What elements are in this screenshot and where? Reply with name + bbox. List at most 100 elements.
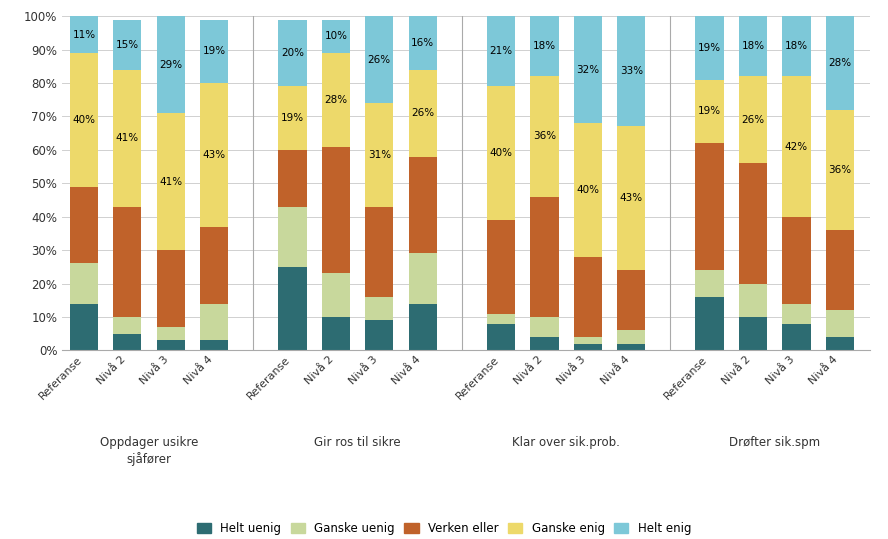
Bar xyxy=(156,340,185,350)
Text: 33%: 33% xyxy=(620,66,643,77)
Bar xyxy=(321,317,350,350)
Bar xyxy=(530,197,559,317)
Legend: Helt uenig, Ganske uenig, Verken eller, Ganske enig, Helt enig: Helt uenig, Ganske uenig, Verken eller, … xyxy=(193,519,695,538)
Bar xyxy=(530,16,559,77)
Bar xyxy=(70,303,98,350)
Bar xyxy=(826,110,854,230)
Bar xyxy=(321,147,350,273)
Bar xyxy=(113,317,141,334)
Text: 28%: 28% xyxy=(324,95,347,105)
Text: 36%: 36% xyxy=(829,165,852,175)
Text: 18%: 18% xyxy=(533,42,556,51)
Bar xyxy=(487,323,515,350)
Bar xyxy=(617,127,646,270)
Bar xyxy=(782,77,811,217)
Bar xyxy=(739,163,767,284)
Bar xyxy=(739,284,767,317)
Bar xyxy=(574,16,602,123)
Bar xyxy=(278,86,306,150)
Text: 40%: 40% xyxy=(576,185,599,195)
Text: 19%: 19% xyxy=(698,43,721,53)
Bar xyxy=(782,16,811,77)
Bar xyxy=(200,83,228,227)
Bar xyxy=(695,270,724,297)
Text: Gir ros til sikre: Gir ros til sikre xyxy=(314,437,400,450)
Bar xyxy=(156,16,185,113)
Bar xyxy=(826,337,854,350)
Bar xyxy=(278,267,306,350)
Text: 18%: 18% xyxy=(785,42,808,51)
Text: 26%: 26% xyxy=(741,115,765,125)
Text: 29%: 29% xyxy=(159,60,182,70)
Bar xyxy=(200,19,228,83)
Bar xyxy=(695,80,724,143)
Text: Drøfter sik.spm: Drøfter sik.spm xyxy=(729,437,821,450)
Bar xyxy=(530,77,559,197)
Text: 43%: 43% xyxy=(202,150,226,160)
Bar xyxy=(70,186,98,264)
Bar xyxy=(487,314,515,323)
Bar xyxy=(365,16,393,103)
Text: Klar over sik.prob.: Klar over sik.prob. xyxy=(512,437,620,450)
Bar xyxy=(782,217,811,303)
Bar xyxy=(321,19,350,53)
Bar xyxy=(826,16,854,110)
Bar xyxy=(782,303,811,323)
Bar xyxy=(200,340,228,350)
Bar xyxy=(113,206,141,317)
Bar xyxy=(487,16,515,86)
Bar xyxy=(826,230,854,310)
Bar xyxy=(617,270,646,330)
Bar xyxy=(695,297,724,350)
Bar xyxy=(200,303,228,340)
Bar xyxy=(408,303,437,350)
Text: 16%: 16% xyxy=(411,38,434,48)
Text: 40%: 40% xyxy=(73,115,95,125)
Bar xyxy=(156,250,185,327)
Bar xyxy=(365,297,393,320)
Bar xyxy=(739,77,767,163)
Bar xyxy=(70,264,98,303)
Text: 26%: 26% xyxy=(368,54,391,65)
Bar xyxy=(321,273,350,317)
Bar xyxy=(617,330,646,344)
Bar xyxy=(695,143,724,270)
Bar xyxy=(574,337,602,344)
Text: 19%: 19% xyxy=(698,106,721,116)
Bar xyxy=(695,16,724,80)
Text: 32%: 32% xyxy=(576,65,599,74)
Text: 19%: 19% xyxy=(202,46,226,56)
Bar xyxy=(574,344,602,350)
Bar xyxy=(365,320,393,350)
Bar xyxy=(156,113,185,250)
Bar xyxy=(574,123,602,257)
Text: 19%: 19% xyxy=(281,113,304,123)
Bar xyxy=(200,227,228,303)
Bar xyxy=(617,16,646,127)
Bar xyxy=(70,16,98,53)
Bar xyxy=(365,103,393,206)
Text: 41%: 41% xyxy=(159,177,182,186)
Text: 10%: 10% xyxy=(324,31,347,41)
Bar xyxy=(365,206,393,297)
Bar xyxy=(70,53,98,186)
Text: 43%: 43% xyxy=(620,194,643,203)
Text: 42%: 42% xyxy=(785,142,808,151)
Text: 41%: 41% xyxy=(115,133,139,143)
Bar xyxy=(826,310,854,337)
Text: 15%: 15% xyxy=(115,39,139,50)
Text: 20%: 20% xyxy=(281,48,304,58)
Bar xyxy=(530,337,559,350)
Bar xyxy=(113,70,141,206)
Bar xyxy=(487,220,515,314)
Bar xyxy=(278,150,306,206)
Text: 28%: 28% xyxy=(829,58,852,68)
Bar xyxy=(408,156,437,253)
Bar xyxy=(739,16,767,77)
Bar xyxy=(156,327,185,340)
Text: 26%: 26% xyxy=(411,108,434,118)
Bar xyxy=(278,206,306,267)
Text: 36%: 36% xyxy=(533,132,556,141)
Bar xyxy=(408,253,437,303)
Bar xyxy=(113,334,141,350)
